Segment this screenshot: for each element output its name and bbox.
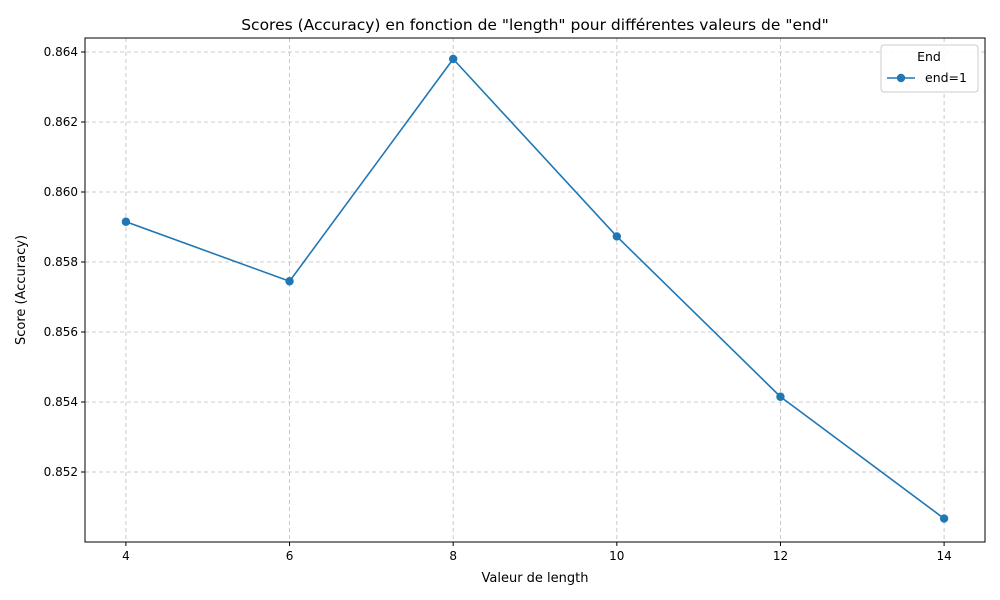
legend-title: End [917, 49, 941, 64]
legend-entry-label: end=1 [925, 70, 967, 85]
x-tick-label: 14 [936, 549, 951, 563]
data-point [612, 232, 622, 241]
y-tick-label: 0.856 [44, 325, 78, 339]
x-tick-label: 10 [609, 549, 624, 563]
y-tick-label: 0.862 [44, 115, 78, 129]
legend-point-marker [896, 73, 906, 83]
data-point [121, 217, 131, 226]
ticks-layer: 4 6 8 10 12 14 0.852 0.854 0.856 0.858 0.860 0.862 0… [44, 45, 952, 563]
grid-layer [85, 38, 985, 542]
data-point [939, 514, 949, 523]
x-tick-label: 4 [122, 549, 130, 563]
y-tick-label: 0.854 [44, 395, 78, 409]
y-tick-label: 0.860 [44, 185, 78, 199]
x-tick-label: 12 [773, 549, 788, 563]
x-tick-label: 6 [286, 549, 294, 563]
y-tick-label: 0.864 [44, 45, 78, 59]
x-tick-label: 8 [449, 549, 457, 563]
y-axis-label: Score (Accuracy) [14, 235, 29, 345]
y-tick-label: 0.858 [44, 255, 78, 269]
series-layer [121, 54, 949, 523]
data-point [776, 392, 785, 401]
legend-box [880, 44, 979, 93]
plot-frame [84, 37, 986, 543]
chart-title: Scores (Accuracy) en fonction de "length… [241, 16, 829, 34]
legend: End end=1 [880, 44, 979, 93]
data-point [285, 277, 294, 286]
series-line [125, 58, 945, 520]
x-axis-label: Valeur de length [482, 571, 589, 586]
data-point [448, 54, 458, 64]
y-tick-label: 0.852 [44, 465, 78, 479]
